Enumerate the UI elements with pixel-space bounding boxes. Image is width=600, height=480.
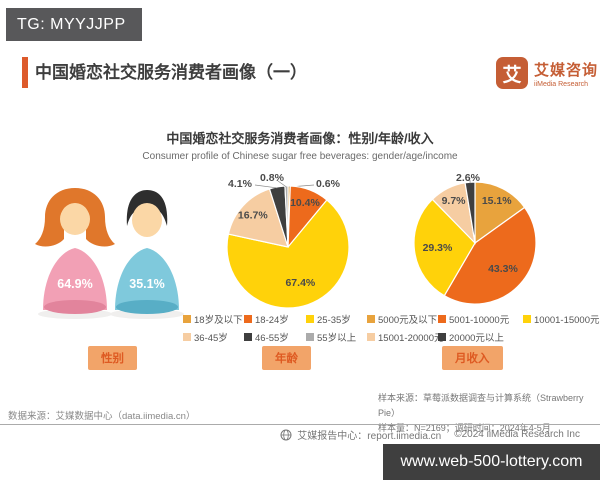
pie-slice-0 xyxy=(474,181,526,245)
legend-item: 15001-20000元 xyxy=(367,330,444,344)
sample-source-note: 样本来源：草莓派数据调查与计算系统（Strawberry Pie） xyxy=(378,393,584,418)
male-value: 35.1% xyxy=(129,277,164,291)
pie-data-label: 2.6% xyxy=(456,172,481,184)
sample-size-note: 样本量：N=2169；调研时间：2024年4-5月 xyxy=(378,423,551,433)
pie-slice-3 xyxy=(227,188,289,248)
legend-item: 20000元以上 xyxy=(438,330,523,344)
footer: 艾媒报告中心：report.iimedia.cn ©2024 iiMedia R… xyxy=(280,427,580,442)
legend-label: 55岁以上 xyxy=(317,333,357,344)
footer-divider xyxy=(0,424,600,425)
legend-swatch xyxy=(244,333,252,341)
leader-line xyxy=(254,184,278,189)
income-pie-chart: 15.1% 43.3% 29.3% 9.7% 2.6% xyxy=(413,172,537,305)
legend-item: 25-35岁 xyxy=(306,312,384,326)
legend-swatch xyxy=(367,333,375,341)
legend-label: 18-24岁 xyxy=(255,315,289,326)
iimedia-logo-text: 艾媒咨询 iiMedia Research xyxy=(534,59,598,88)
legend-item: 46-55岁 xyxy=(244,330,306,344)
report-center-link: 艾媒报告中心：report.iimedia.cn xyxy=(297,431,442,442)
data-source-note: 数据来源：艾媒数据中心（data.iimedia.cn） xyxy=(8,411,196,422)
age-pie-chart: 0.6% 10.4% 67.4% 16.7% 4.1% 0.8% xyxy=(226,172,350,309)
pie-slice-2 xyxy=(226,199,350,309)
legend-label: 10001-15000元 xyxy=(534,315,600,326)
legend-swatch xyxy=(523,315,531,323)
legend-swatch xyxy=(183,315,191,323)
legend-label: 20000元以上 xyxy=(449,333,504,344)
male-body xyxy=(115,248,179,310)
sample-notes: 样本来源：草莓派数据调查与计算系统（Strawberry Pie） 样本量：N=… xyxy=(378,391,600,436)
male-figure: 35.1% xyxy=(115,190,179,314)
pie-data-label: 16.7% xyxy=(238,209,268,221)
female-body-base xyxy=(44,300,106,314)
pie-data-label: 43.3% xyxy=(488,263,518,275)
female-bangs xyxy=(60,195,90,216)
legend-item: 5001-10000元 xyxy=(438,312,523,326)
pie-data-label: 67.4% xyxy=(285,277,315,289)
legend-swatch xyxy=(183,333,191,341)
legend-item: 55岁以上 xyxy=(306,330,384,344)
legend-swatch xyxy=(306,333,314,341)
income-section-badge: 月收入 xyxy=(442,346,503,370)
legend-label: 18岁及以下 xyxy=(194,315,243,326)
legend-swatch xyxy=(244,315,252,323)
legend-label: 36-45岁 xyxy=(194,333,228,344)
pie-slice-1 xyxy=(443,206,537,305)
gender-section-badge: 性别 xyxy=(88,346,137,370)
gender-pictogram: 64.9% 35.1% xyxy=(35,188,184,319)
copyright-text: ©2024 iiMedia Research Inc xyxy=(454,429,580,440)
pie-data-label: 4.1% xyxy=(228,178,253,190)
legend-label: 15001-20000元 xyxy=(378,333,444,344)
pie-data-label: 0.6% xyxy=(316,178,341,190)
title-accent-bar xyxy=(22,57,28,88)
age-section-badge: 年龄 xyxy=(262,346,311,370)
legend-swatch xyxy=(438,333,446,341)
female-hair xyxy=(35,188,115,247)
age-legend: 18岁及以下 18-24岁 25-35岁 36-45岁 46-55岁 55岁以上 xyxy=(183,312,384,344)
pie-data-label: 15.1% xyxy=(482,195,512,207)
logo-name-cn: 艾媒咨询 xyxy=(534,61,599,79)
legend-swatch xyxy=(438,315,446,323)
legend-label: 25-35岁 xyxy=(317,315,351,326)
male-hair xyxy=(126,190,168,226)
female-value: 64.9% xyxy=(57,277,92,291)
pie-data-label: 0.8% xyxy=(260,172,285,184)
legend-label: 5000元及以下 xyxy=(378,315,438,326)
chart-title-cn: 中国婚恋社交服务消费者画像：性别/年龄/收入 xyxy=(166,131,434,146)
legend-item: 18-24岁 xyxy=(244,312,306,326)
chart-title-en: Consumer profile of Chinese sugar free b… xyxy=(142,151,458,162)
legend-label: 5001-10000元 xyxy=(449,315,510,326)
chart-heading: 中国婚恋社交服务消费者画像：性别/年龄/收入 Consumer profile … xyxy=(0,128,600,162)
tg-watermark-badge: TG: MYYJJPP xyxy=(6,8,142,41)
legend-label: 46-55岁 xyxy=(255,333,289,344)
legend-swatch xyxy=(306,315,314,323)
pie-data-label: 9.7% xyxy=(442,195,467,207)
legend-item: 18岁及以下 xyxy=(183,312,244,326)
leader-line xyxy=(277,180,287,188)
female-body xyxy=(43,248,107,310)
pie-data-label: 29.3% xyxy=(423,242,453,254)
legend-item: 36-45岁 xyxy=(183,330,244,344)
globe-icon xyxy=(280,429,292,440)
legend-swatch xyxy=(367,315,375,323)
site-watermark-badge: www.web-500-lottery.com xyxy=(383,444,600,480)
legend-item: 10001-15000元 xyxy=(523,312,600,326)
male-face xyxy=(132,203,162,237)
legend-item: 5000元及以下 xyxy=(367,312,438,326)
income-legend: 5000元及以下 5001-10000元 10001-15000元 15001-200… xyxy=(367,312,600,344)
male-body-base xyxy=(116,300,178,314)
page-title: 中国婚恋社交服务消费者画像（一） xyxy=(35,63,307,82)
female-face xyxy=(60,203,90,235)
pie-data-label: 10.4% xyxy=(290,197,320,209)
iimedia-logo: 艾 艾媒咨询 iiMedia Research xyxy=(496,57,598,89)
iimedia-logo-icon: 艾 xyxy=(496,57,528,89)
female-figure: 64.9% xyxy=(35,188,115,314)
pie-slice-2 xyxy=(413,198,476,297)
logo-name-en: iiMedia Research xyxy=(534,80,589,88)
